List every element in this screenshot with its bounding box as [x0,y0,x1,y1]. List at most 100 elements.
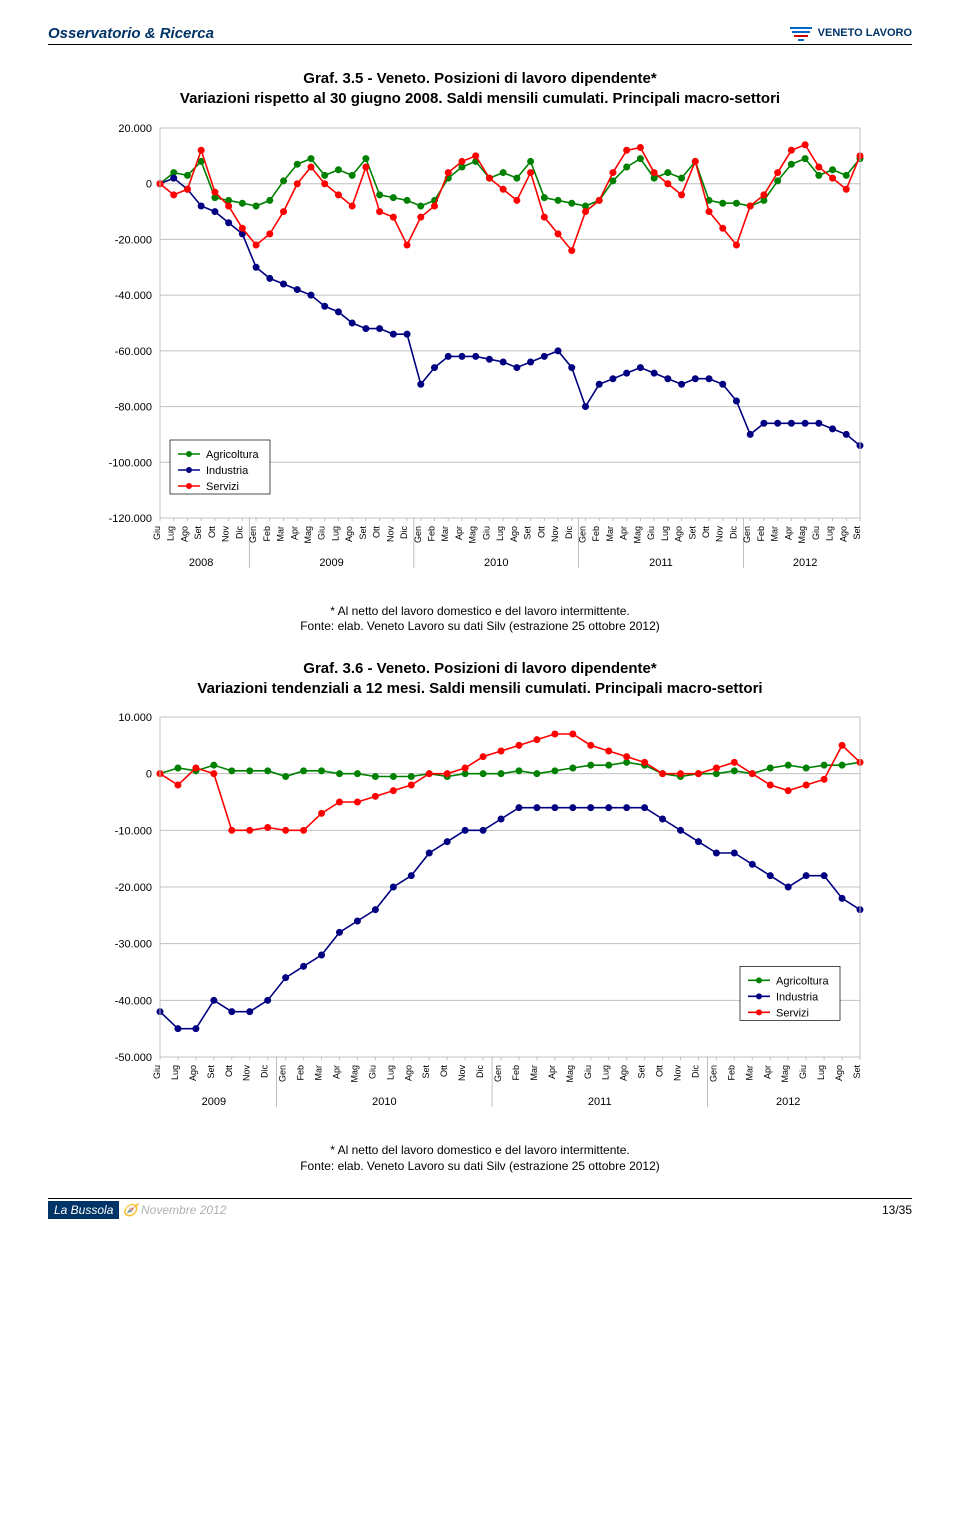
svg-text:Set: Set [206,1065,216,1079]
svg-text:Nov: Nov [550,525,560,542]
chart-35-svg: 20.0000-20.000-40.000-60.000-80.000-100.… [90,118,870,598]
svg-text:Gen: Gen [708,1065,718,1082]
svg-text:Mar: Mar [605,525,615,541]
svg-text:Agricoltura: Agricoltura [776,976,829,988]
svg-text:Ott: Ott [224,1065,234,1078]
svg-text:-60.000: -60.000 [115,345,152,357]
svg-text:Feb: Feb [511,1065,521,1081]
svg-text:Mar: Mar [529,1065,539,1081]
svg-text:Apr: Apr [331,1065,341,1079]
svg-text:Ott: Ott [536,525,546,538]
svg-text:Feb: Feb [756,526,766,542]
svg-text:2010: 2010 [372,1096,396,1108]
svg-text:2008: 2008 [189,557,213,569]
svg-text:2012: 2012 [776,1096,800,1108]
svg-text:Ago: Ago [188,1065,198,1081]
chart-36-svg: 10.0000-10.000-20.000-30.000-40.000-50.0… [90,707,870,1137]
svg-text:Mag: Mag [349,1065,359,1083]
svg-text:Gen: Gen [278,1065,288,1082]
svg-text:Ago: Ago [838,526,848,542]
svg-text:Giu: Giu [583,1065,593,1079]
svg-text:Mag: Mag [468,526,478,544]
svg-text:Feb: Feb [296,1065,306,1081]
svg-text:Mag: Mag [797,526,807,544]
svg-text:Ago: Ago [179,526,189,542]
svg-text:2010: 2010 [484,557,508,569]
svg-text:Nov: Nov [242,1065,252,1082]
svg-text:-40.000: -40.000 [115,996,152,1008]
svg-text:Mag: Mag [632,526,642,544]
svg-text:Set: Set [687,525,697,539]
svg-text:Gen: Gen [742,526,752,543]
footer-date: Novembre 2012 [141,1203,226,1217]
svg-text:Giu: Giu [367,1065,377,1079]
svg-text:-10.000: -10.000 [115,826,152,838]
svg-text:Lug: Lug [385,1065,395,1080]
svg-text:-100.000: -100.000 [109,457,152,469]
svg-text:Nov: Nov [221,525,231,542]
svg-text:Agricoltura: Agricoltura [206,449,259,461]
svg-text:Dic: Dic [728,525,738,538]
svg-text:Lug: Lug [166,526,176,541]
chart-35-caption: * Al netto del lavoro domestico e del la… [48,604,912,635]
svg-text:2009: 2009 [202,1096,226,1108]
svg-text:Ott: Ott [701,525,711,538]
logo: VENETO LAVORO [788,24,912,42]
svg-text:Mag: Mag [565,1065,575,1083]
svg-text:Ott: Ott [439,1065,449,1078]
svg-text:-20.000: -20.000 [115,882,152,894]
svg-text:2011: 2011 [588,1096,612,1108]
svg-text:Ago: Ago [403,1065,413,1081]
svg-text:Set: Set [637,1065,647,1079]
svg-text:Feb: Feb [262,526,272,542]
svg-text:Apr: Apr [783,526,793,540]
svg-text:Dic: Dic [475,1065,485,1078]
caption-line2: Fonte: elab. Veneto Lavoro su dati Silv … [48,1159,912,1175]
svg-text:Giu: Giu [646,526,656,540]
svg-text:Lug: Lug [170,1065,180,1080]
page-header: Osservatorio & Ricerca VENETO LAVORO [48,24,912,45]
svg-text:Dic: Dic [564,525,574,538]
svg-text:Mag: Mag [780,1065,790,1083]
svg-text:Lug: Lug [816,1065,826,1080]
svg-text:Dic: Dic [234,525,244,538]
svg-text:Ott: Ott [655,1065,665,1078]
svg-text:Apr: Apr [619,526,629,540]
chart-36-caption: * Al netto del lavoro domestico e del la… [48,1143,912,1174]
svg-text:0: 0 [146,769,152,781]
chart-36-block: Graf. 3.6 - Veneto. Posizioni di lavoro … [48,659,912,1175]
svg-text:Giu: Giu [317,526,327,540]
svg-text:Ago: Ago [834,1065,844,1081]
svg-text:-80.000: -80.000 [115,401,152,413]
svg-text:Lug: Lug [330,526,340,541]
svg-text:2009: 2009 [319,557,343,569]
svg-text:Ott: Ott [207,525,217,538]
svg-text:Giu: Giu [481,526,491,540]
svg-text:-20.000: -20.000 [115,234,152,246]
chart-36-title: Graf. 3.6 - Veneto. Posizioni di lavoro … [48,659,912,700]
svg-text:Ago: Ago [344,526,354,542]
caption-line1: * Al netto del lavoro domestico e del la… [48,1143,912,1159]
svg-text:Set: Set [421,1065,431,1079]
caption-line2: Fonte: elab. Veneto Lavoro su dati Silv … [48,619,912,635]
header-title: Osservatorio & Ricerca [48,25,214,42]
svg-text:Apr: Apr [762,1065,772,1079]
svg-text:Feb: Feb [591,526,601,542]
svg-text:Mar: Mar [276,525,286,541]
svg-text:Giu: Giu [811,526,821,540]
logo-icon [788,24,814,42]
svg-text:Gen: Gen [413,526,423,543]
svg-text:Nov: Nov [715,525,725,542]
svg-text:Lug: Lug [825,526,835,541]
svg-text:Set: Set [852,525,862,539]
svg-text:Mar: Mar [770,525,780,541]
svg-text:Set: Set [852,1065,862,1079]
svg-text:Lug: Lug [601,1065,611,1080]
svg-text:Apr: Apr [289,526,299,540]
svg-text:Industria: Industria [776,992,819,1004]
svg-text:Gen: Gen [577,526,587,543]
svg-text:Servizi: Servizi [776,1008,809,1020]
svg-text:Dic: Dic [260,1065,270,1078]
chart-35-block: Graf. 3.5 - Veneto. Posizioni di lavoro … [48,69,912,635]
svg-text:Dic: Dic [399,525,409,538]
